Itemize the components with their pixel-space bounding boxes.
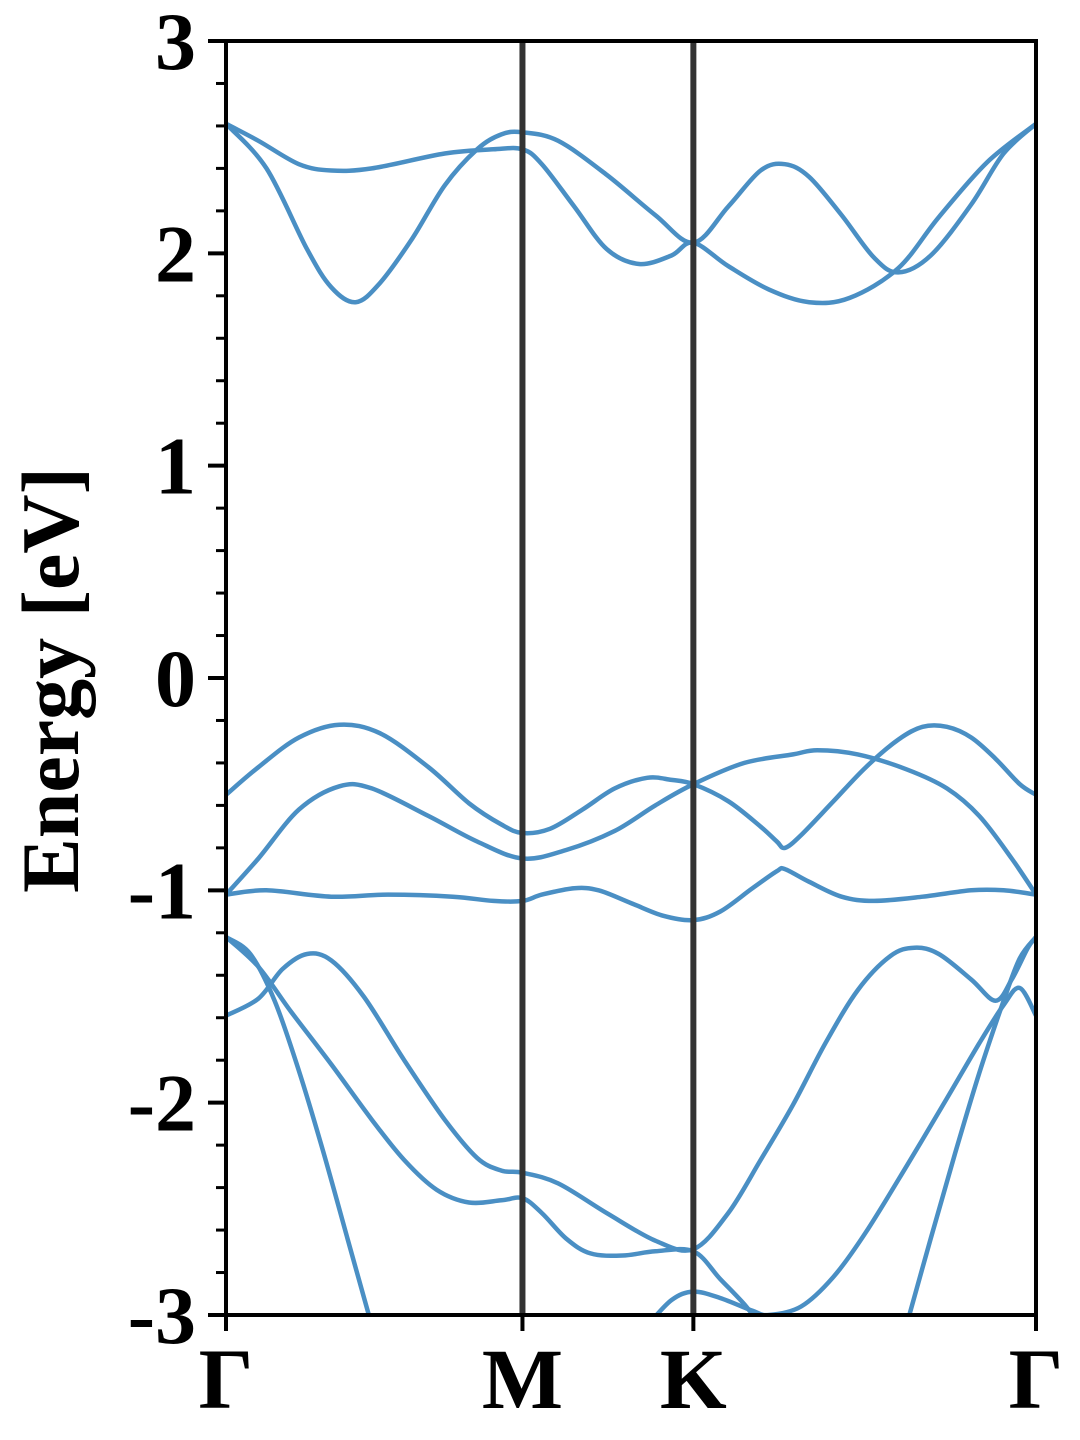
plot-border [224, 39, 1038, 1317]
y-tick-label: -1 [128, 845, 196, 936]
y-tick-label: 3 [155, 0, 196, 87]
y-tick-label: -2 [128, 1058, 196, 1149]
y-axis: 3 2 1 0 -1 -2 -3 [128, 0, 226, 1361]
band-line-9 [653, 985, 1036, 1315]
high-symmetry-separators [519, 41, 697, 1315]
band-line-7 [226, 934, 372, 1315]
y-tick-label: 0 [155, 633, 196, 724]
kpoint-label-1: M [482, 1331, 563, 1427]
kpoint-label-0: Γ [199, 1331, 254, 1427]
band-line-6 [226, 934, 756, 1315]
y-tick-label: -3 [128, 1270, 196, 1361]
band-line-4 [226, 747, 1036, 897]
y-tick-label: 2 [155, 208, 196, 299]
band-line-5 [226, 865, 1036, 923]
band-line-2 [226, 121, 1036, 305]
kpoint-label-2: K [660, 1331, 727, 1427]
y-tick-label: 1 [155, 421, 196, 512]
kpoint-label-3: Γ [1009, 1331, 1064, 1427]
bands-layer [226, 121, 1036, 1315]
plot-frame [224, 39, 1038, 1317]
band-line-10 [907, 934, 1036, 1315]
band-line-1 [226, 121, 1036, 306]
band-line-8 [226, 934, 1036, 1253]
y-axis-title: Energy [eV] [5, 467, 96, 893]
